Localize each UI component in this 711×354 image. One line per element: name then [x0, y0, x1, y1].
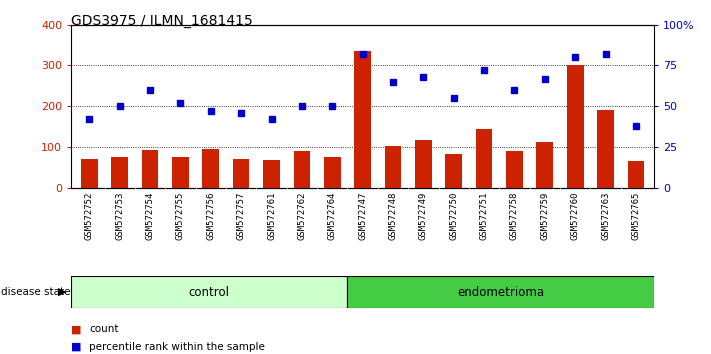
Text: control: control — [188, 286, 230, 298]
Text: ■: ■ — [71, 342, 82, 352]
Text: GSM572748: GSM572748 — [388, 192, 397, 240]
Text: GSM572757: GSM572757 — [237, 192, 245, 240]
Text: GSM572754: GSM572754 — [146, 192, 154, 240]
Bar — [203, 149, 219, 188]
Text: percentile rank within the sample: percentile rank within the sample — [89, 342, 264, 352]
Bar — [354, 51, 371, 188]
Text: GSM572753: GSM572753 — [115, 192, 124, 240]
Bar — [141, 150, 159, 188]
Text: GSM572762: GSM572762 — [297, 192, 306, 240]
Bar — [476, 129, 493, 188]
Bar — [537, 142, 553, 188]
Text: GDS3975 / ILMN_1681415: GDS3975 / ILMN_1681415 — [71, 14, 253, 28]
Bar — [628, 161, 644, 188]
Text: GSM572749: GSM572749 — [419, 192, 428, 240]
Text: GSM572759: GSM572759 — [540, 192, 550, 240]
Bar — [71, 276, 347, 308]
Bar — [347, 276, 654, 308]
Bar — [172, 157, 188, 188]
Bar — [81, 159, 97, 188]
Bar — [385, 146, 401, 188]
Text: GSM572752: GSM572752 — [85, 192, 94, 240]
Text: GSM572755: GSM572755 — [176, 192, 185, 240]
Bar — [263, 160, 280, 188]
Text: GSM572761: GSM572761 — [267, 192, 276, 240]
Text: GSM572751: GSM572751 — [480, 192, 488, 240]
Text: GSM572765: GSM572765 — [631, 192, 641, 240]
Text: endometrioma: endometrioma — [457, 286, 544, 298]
Text: GSM572760: GSM572760 — [571, 192, 579, 240]
Text: GSM572758: GSM572758 — [510, 192, 519, 240]
Text: GSM572764: GSM572764 — [328, 192, 337, 240]
Bar — [506, 151, 523, 188]
Bar — [324, 157, 341, 188]
Bar — [294, 151, 310, 188]
Text: count: count — [89, 324, 118, 334]
Bar — [567, 65, 584, 188]
Text: ▶: ▶ — [58, 287, 67, 297]
Bar — [445, 154, 462, 188]
Bar — [415, 139, 432, 188]
Text: GSM572750: GSM572750 — [449, 192, 458, 240]
Text: GSM572763: GSM572763 — [601, 192, 610, 240]
Bar — [597, 110, 614, 188]
Text: ■: ■ — [71, 324, 82, 334]
Text: disease state: disease state — [1, 287, 70, 297]
Bar — [232, 159, 250, 188]
Text: GSM572747: GSM572747 — [358, 192, 367, 240]
Bar — [112, 157, 128, 188]
Text: GSM572756: GSM572756 — [206, 192, 215, 240]
